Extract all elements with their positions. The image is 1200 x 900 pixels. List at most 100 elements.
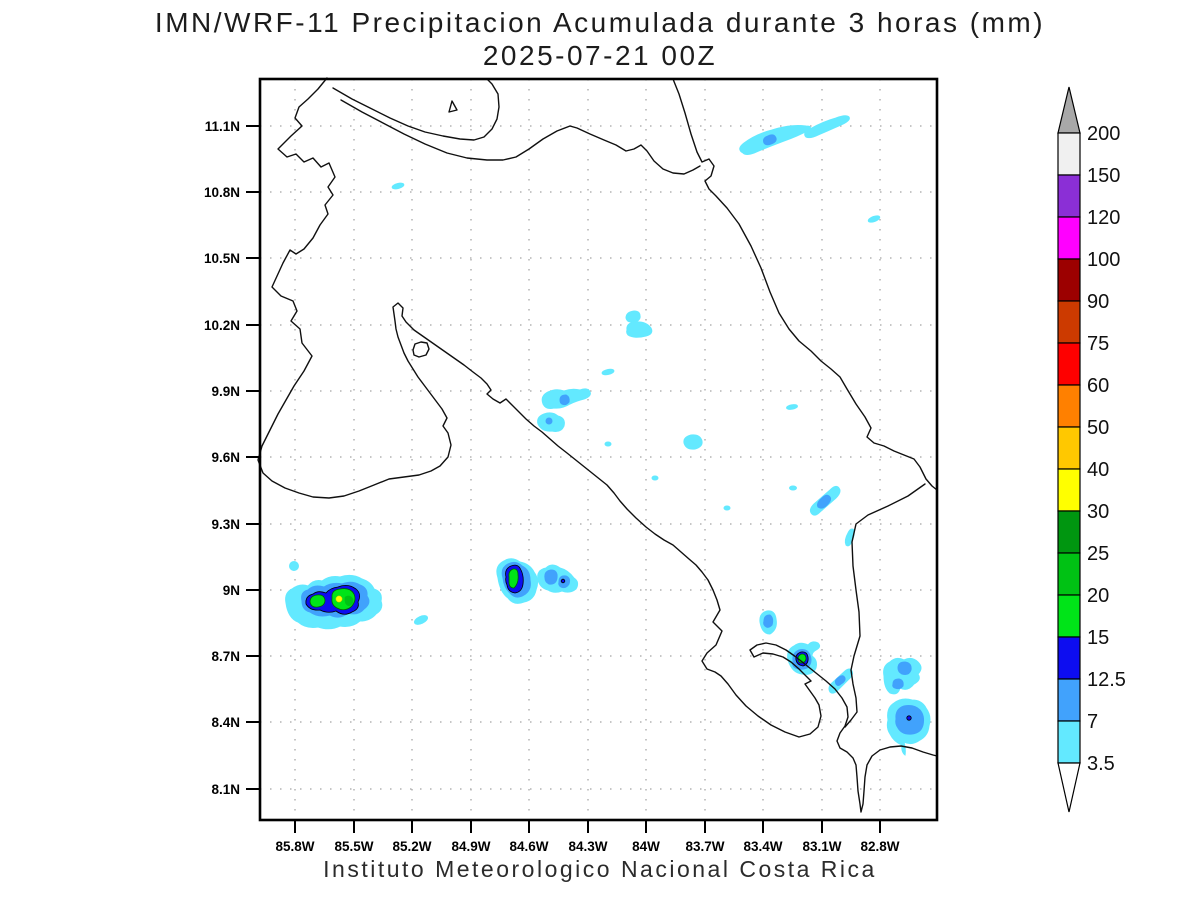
precip-cell (537, 564, 579, 593)
lat-tick-label: 10.5N (204, 251, 240, 266)
lon-tick-label: 82.8W (860, 839, 899, 854)
precip-cell (834, 675, 846, 686)
precip-cell (897, 661, 912, 675)
graticule-grid (260, 79, 937, 820)
plot-title-line2: 2025-07-21 00Z (482, 40, 718, 71)
precip-shading (285, 115, 931, 756)
precip-cell (892, 678, 904, 690)
precip-cell (906, 715, 912, 721)
colorbar-label: 15 (1087, 627, 1109, 649)
precip-cell (391, 182, 405, 190)
precip-cell (683, 434, 703, 450)
precip-cell (604, 441, 612, 447)
precip-cell (309, 594, 326, 608)
colorbar-box (1057, 426, 1081, 470)
precip-cell (559, 394, 570, 406)
colorbar-over-arrow (1057, 86, 1081, 134)
colorbar-label: 150 (1087, 165, 1120, 187)
lon-tick-label: 85.2W (392, 839, 431, 854)
lon-tick-label: 83.1W (802, 839, 841, 854)
colorbar-box (1057, 258, 1081, 302)
colorbar-box (1057, 384, 1081, 428)
precip-cell (289, 561, 299, 571)
lon-tick-label: 84.6W (509, 839, 548, 854)
colorbar-box (1057, 300, 1081, 344)
colorbar-box (1057, 132, 1081, 176)
precip-cell (786, 404, 798, 410)
map-frame (258, 77, 939, 822)
colorbar-box (1057, 216, 1081, 260)
plot-title-line1: IMN/WRF-11 Precipitacion Acumulada duran… (154, 7, 1046, 38)
precip-cell (763, 614, 774, 628)
precip-cell (625, 310, 641, 323)
colorbar-under-arrow (1057, 762, 1081, 813)
plot-title: IMN/WRF-11 Precipitacion Acumulada duran… (0, 6, 1200, 72)
colorbar-box (1057, 342, 1081, 386)
coastline-lake-nicaragua (332, 78, 500, 141)
precip-cell (601, 368, 615, 376)
precip-cell (651, 475, 659, 481)
precip-cell (344, 595, 354, 607)
lat-tick-label: 11.1N (205, 119, 240, 134)
border-nicaragua-sanjuan (340, 99, 701, 175)
axis-ticks (246, 125, 881, 833)
colorbar-box (1057, 594, 1081, 638)
lat-tick-label: 8.4N (211, 715, 240, 730)
colorbar-box (1057, 468, 1081, 512)
lat-axis-labels: 11.1N 10.8N 10.5N 10.2N 9.9N 9.6N 9.3N 9… (204, 119, 240, 797)
island-lake-triangle (448, 100, 458, 113)
colorbar-label: 75 (1087, 333, 1109, 355)
colorbar-label: 50 (1087, 417, 1109, 439)
lat-tick-label: 9.9N (211, 384, 240, 399)
precip-cell (804, 115, 850, 139)
coastline-pacific-main (257, 77, 938, 813)
lat-tick-label: 8.1N (211, 782, 240, 797)
lat-tick-label: 10.2N (204, 318, 240, 333)
precip-cell (560, 578, 566, 584)
colorbar-label: 100 (1087, 249, 1120, 271)
precip-cell (817, 494, 832, 509)
precip-cell (789, 485, 797, 491)
footer-credit: Instituto Meteorologico Nacional Costa R… (323, 856, 877, 882)
lat-tick-label: 9.3N (211, 517, 240, 532)
colorbar-label: 3.5 (1087, 753, 1115, 775)
colorbar-box (1057, 720, 1081, 764)
colorbar-label: 90 (1087, 291, 1109, 313)
precip-cell (867, 215, 881, 223)
lon-axis-labels: 85.8W 85.5W 85.2W 84.9W 84.6W 84.3W 84W … (275, 839, 899, 854)
colorbar-box (1057, 678, 1081, 722)
border-panama (844, 483, 926, 728)
lon-tick-label: 85.8W (275, 839, 314, 854)
precip-cell (723, 505, 731, 511)
colorbar-label: 60 (1087, 375, 1109, 397)
lon-tick-label: 84.9W (451, 839, 490, 854)
precip-cell (508, 568, 519, 589)
colorbar-box (1057, 174, 1081, 218)
lat-tick-label: 8.7N (211, 649, 240, 664)
colorbar-box (1057, 636, 1081, 680)
colorbar-box (1057, 552, 1081, 596)
colorbar-label: 25 (1087, 543, 1109, 565)
precip-cell (763, 134, 777, 146)
lon-tick-label: 83.4W (743, 839, 782, 854)
colorbar-label: 200 (1087, 123, 1120, 145)
precip-cell (335, 595, 343, 603)
precip-cell (626, 321, 653, 338)
colorbar-label: 7 (1087, 711, 1098, 733)
precip-cell (545, 417, 553, 425)
lat-tick-label: 9.6N (211, 450, 240, 465)
lat-tick-label: 10.8N (204, 185, 240, 200)
lon-tick-label: 85.5W (334, 839, 373, 854)
lat-tick-label: 9N (223, 583, 240, 598)
colorbar-label: 120 (1087, 207, 1120, 229)
colorbar-box (1057, 510, 1081, 554)
colorbar-label: 20 (1087, 585, 1109, 607)
coastline-caribbean (672, 78, 938, 491)
island-chira (412, 341, 430, 358)
lon-tick-label: 84W (632, 839, 660, 854)
precip-cell (544, 569, 558, 585)
lon-tick-label: 84.3W (568, 839, 607, 854)
colorbar: 200 150 120 100 90 75 60 50 40 30 25 20 … (1057, 86, 1126, 813)
